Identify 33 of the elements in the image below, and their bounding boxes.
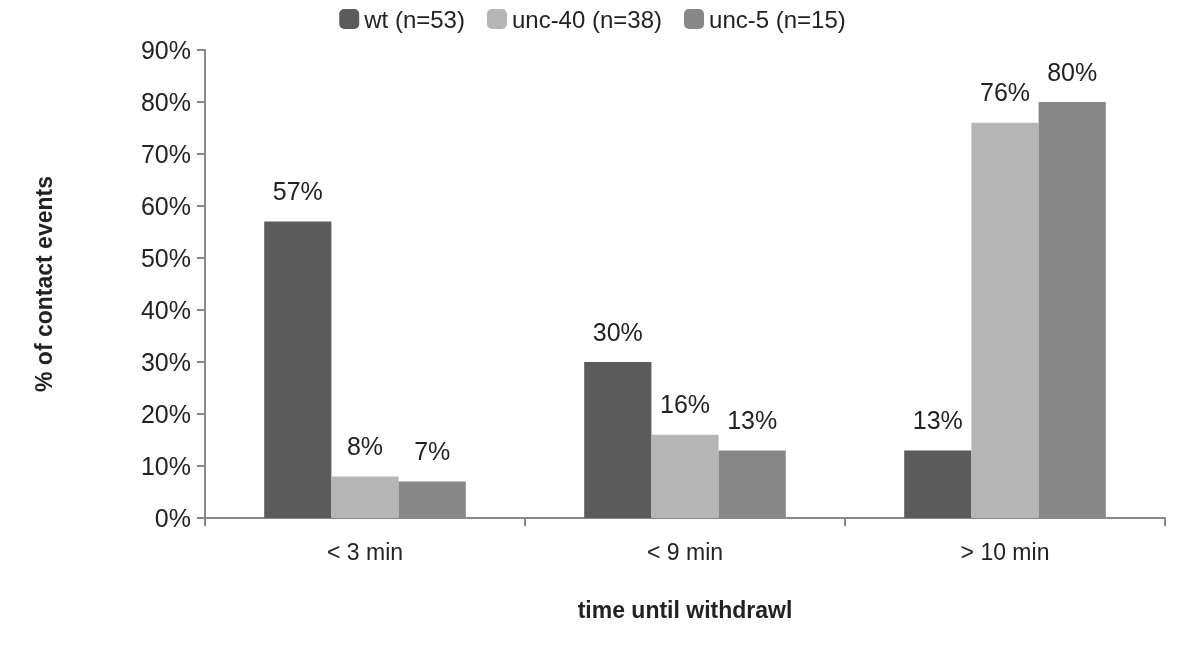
bar [651,434,719,518]
data-label: 16% [659,390,711,419]
x-tick-label: < 9 min [646,538,724,565]
bar [971,122,1039,518]
x-tick-label: < 3 min [326,538,404,565]
y-tick-label: 70% [140,140,191,168]
data-label: 13% [912,405,963,434]
data-label: 80% [1047,57,1098,86]
data-label: 13% [727,405,778,434]
bar [904,450,972,518]
y-tick-label: 30% [140,348,191,376]
x-axis-title: time until withdrawl [577,596,793,623]
y-axis-title: % of contact events [30,176,57,392]
y-tick-label: 20% [140,400,191,428]
y-tick-label: 0% [154,504,191,532]
legend-label: wt (n=53) [363,5,465,33]
data-label: 30% [592,317,643,346]
bar [264,221,332,518]
bar [331,476,399,518]
legend-label: unc-40 (n=38) [511,5,663,33]
legend-label: unc-5 (n=15) [709,5,846,33]
data-label: 76% [979,78,1031,107]
bar [584,362,652,518]
y-tick-label: 40% [140,296,191,324]
y-tick-label: 50% [140,244,191,272]
y-tick-label: 60% [140,192,191,220]
y-tick-label: 80% [140,88,191,116]
y-tick-label: 90% [140,36,191,64]
x-tick-label: > 10 min [960,538,1050,565]
data-label: 8% [346,431,384,460]
data-label: 7% [414,437,451,466]
data-label: 57% [272,177,323,206]
y-tick-label: 10% [140,452,191,480]
